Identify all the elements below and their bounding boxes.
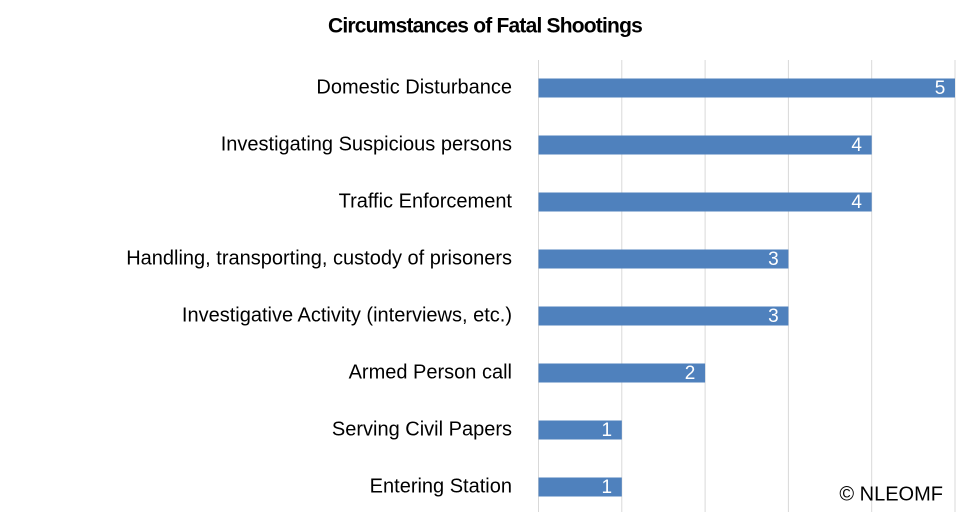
value-label: 3	[768, 249, 779, 270]
bar	[538, 249, 789, 269]
annotation: © NLEOMF	[839, 483, 943, 505]
category-label: Investigative Activity (interviews, etc.…	[182, 304, 512, 326]
value-label: 4	[851, 192, 862, 213]
category-label: Armed Person call	[349, 361, 512, 383]
bar	[538, 420, 622, 440]
chart-title: Circumstances of Fatal Shootings	[328, 15, 642, 38]
bar	[538, 78, 955, 98]
value-label: 2	[685, 363, 696, 384]
category-label: Entering Station	[370, 475, 512, 497]
category-label: Investigating Suspicious persons	[221, 133, 512, 155]
value-label: 3	[768, 306, 779, 327]
value-label: 5	[935, 78, 946, 99]
bar	[538, 192, 872, 212]
category-label: Traffic Enforcement	[339, 190, 513, 212]
bar	[538, 306, 789, 326]
category-label: Domestic Disturbance	[316, 76, 512, 98]
bar	[538, 477, 622, 497]
bar	[538, 135, 872, 155]
bar	[538, 363, 706, 383]
value-label: 4	[851, 135, 862, 156]
value-label: 1	[602, 477, 613, 498]
category-label: Serving Civil Papers	[332, 418, 512, 440]
category-label: Handling, transporting, custody of priso…	[126, 247, 512, 269]
value-label: 1	[602, 420, 613, 441]
